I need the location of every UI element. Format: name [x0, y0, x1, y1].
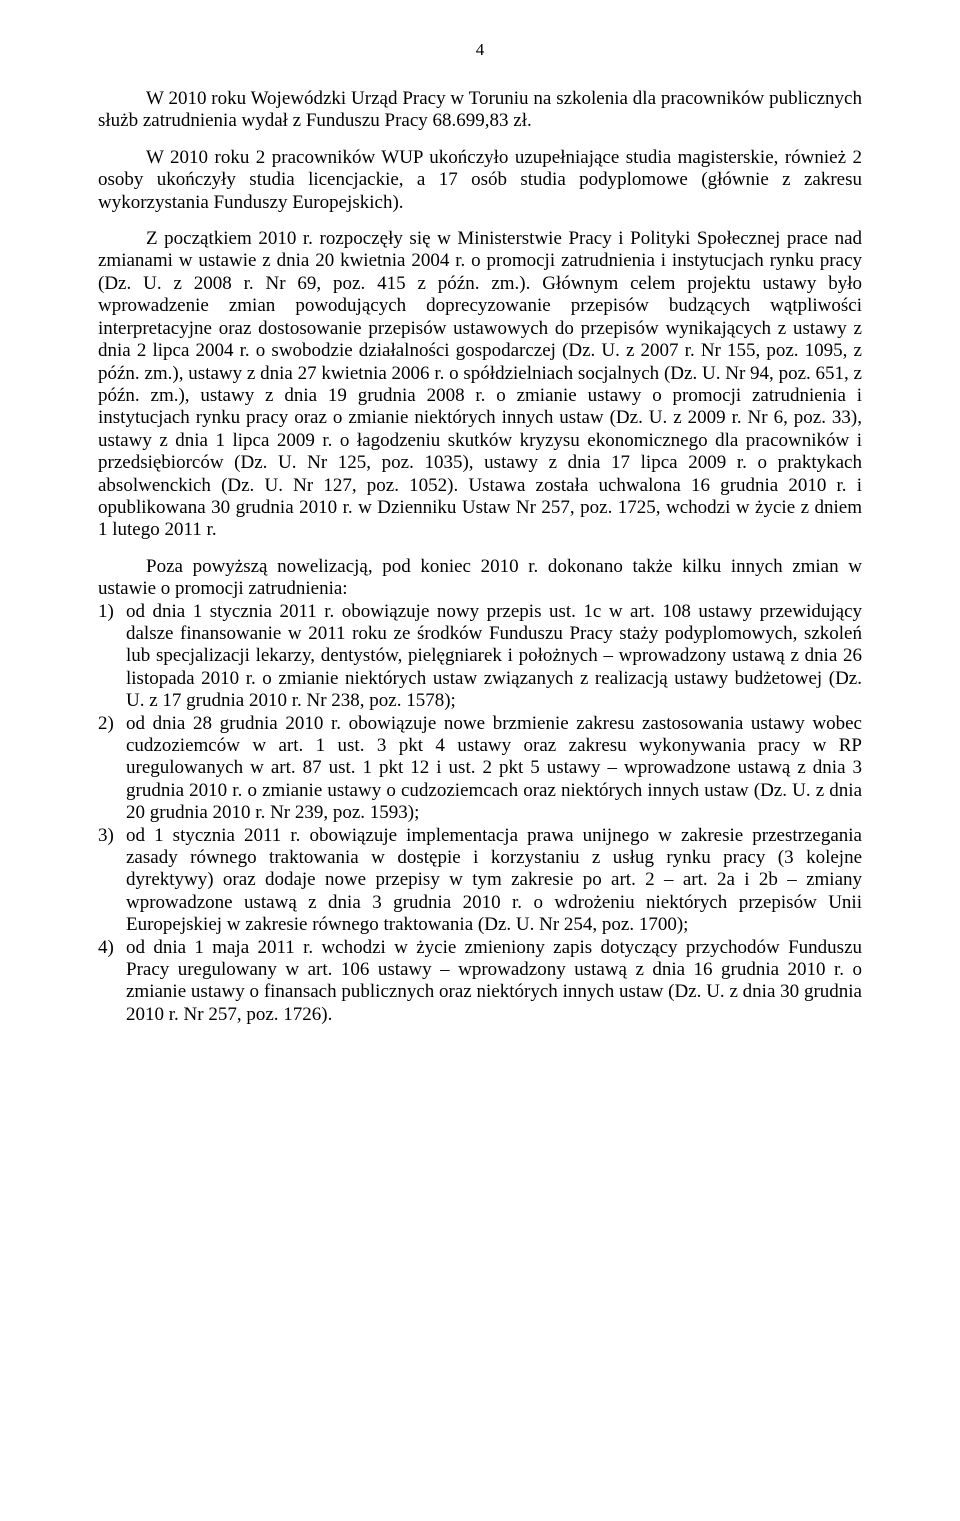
list-item-number: 3)	[98, 825, 126, 937]
list-item-text: od 1 stycznia 2011 r. obowiązuje impleme…	[126, 825, 862, 937]
list-item: 4) od dnia 1 maja 2011 r. wchodzi w życi…	[98, 937, 862, 1027]
list-item-number: 4)	[98, 937, 126, 1027]
list-item: 2) od dnia 28 grudnia 2010 r. obowiązuje…	[98, 713, 862, 825]
paragraph-2: W 2010 roku 2 pracowników WUP ukończyło …	[98, 147, 862, 214]
page-number: 4	[98, 40, 862, 60]
list-item: 1) od dnia 1 stycznia 2011 r. obowiązuje…	[98, 601, 862, 713]
list-item-number: 1)	[98, 601, 126, 713]
document-page: 4 W 2010 roku Wojewódzki Urząd Pracy w T…	[0, 0, 960, 1521]
list-item: 3) od 1 stycznia 2011 r. obowiązuje impl…	[98, 825, 862, 937]
list-item-text: od dnia 28 grudnia 2010 r. obowiązuje no…	[126, 713, 862, 825]
paragraph-1: W 2010 roku Wojewódzki Urząd Pracy w Tor…	[98, 88, 862, 133]
list-item-text: od dnia 1 maja 2011 r. wchodzi w życie z…	[126, 937, 862, 1027]
paragraph-3: Z początkiem 2010 r. rozpoczęły się w Mi…	[98, 228, 862, 542]
list-item-number: 2)	[98, 713, 126, 825]
paragraph-4-intro: Poza powyższą nowelizacją, pod koniec 20…	[98, 556, 862, 601]
list-item-text: od dnia 1 stycznia 2011 r. obowiązuje no…	[126, 601, 862, 713]
numbered-list: 1) od dnia 1 stycznia 2011 r. obowiązuje…	[98, 601, 862, 1027]
